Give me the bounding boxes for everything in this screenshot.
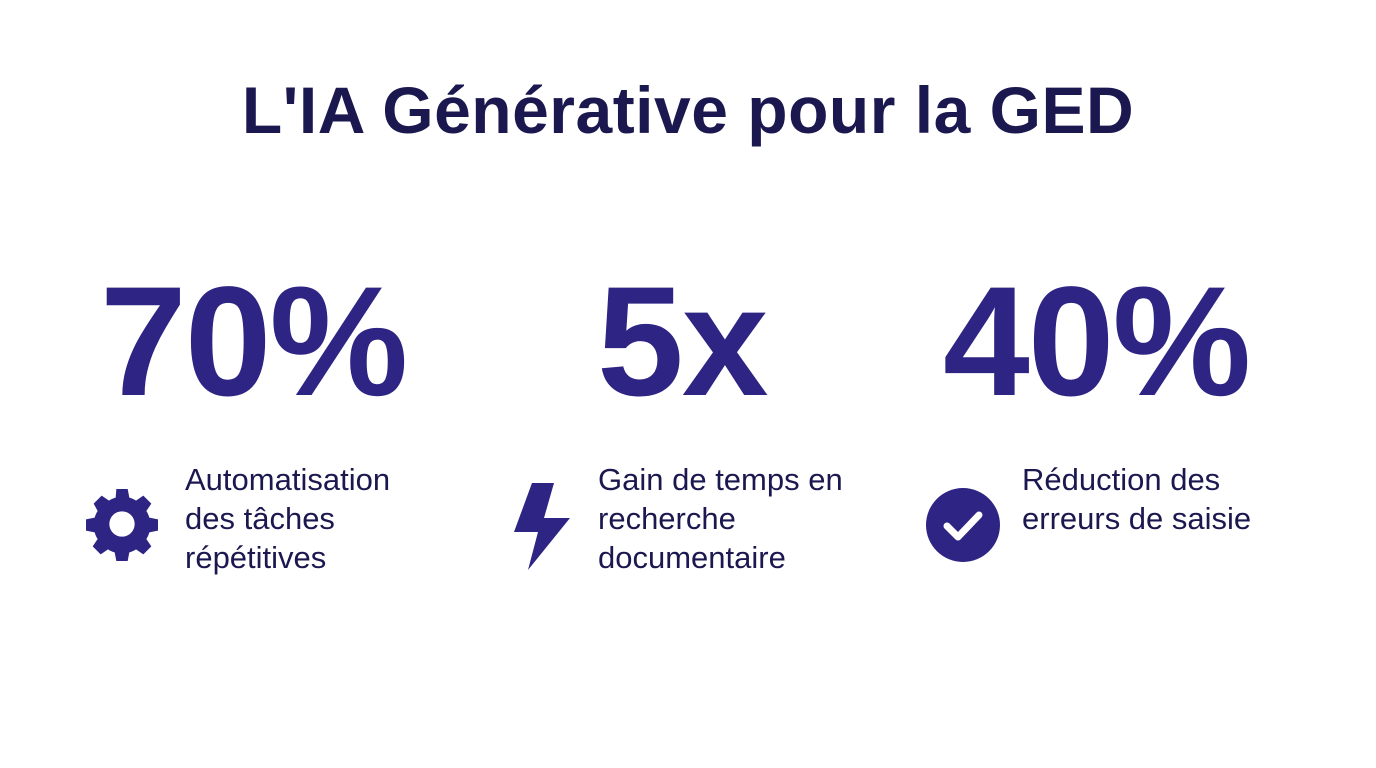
stat-description-automation: Automatisation des tâches répétitives: [185, 460, 390, 577]
stat-description-error-reduction: Réduction des erreurs de saisie: [1022, 460, 1251, 538]
stat-description-line: recherche: [598, 501, 736, 536]
stat-description-line: erreurs de saisie: [1022, 501, 1252, 536]
stat-value-time-gain: 5x: [597, 255, 769, 429]
check-circle-icon: [926, 488, 1000, 562]
stat-description-line: Automatisation: [185, 462, 391, 497]
gear-icon: [86, 489, 158, 561]
stat-description-line: documentaire: [598, 540, 786, 575]
stat-description-time-gain: Gain de temps en recherche documentaire: [598, 460, 843, 577]
stat-value-automation: 70%: [100, 255, 408, 429]
lightning-bolt-icon: [514, 483, 570, 570]
stat-description-line: Gain de temps en: [598, 462, 843, 497]
page-title: L'IA Générative pour la GED: [241, 73, 1135, 147]
stat-description-line: répétitives: [185, 540, 327, 575]
stat-value-error-reduction: 40%: [943, 255, 1251, 429]
stat-description-line: Réduction des: [1022, 462, 1221, 497]
stat-description-line: des tâches: [185, 501, 335, 536]
